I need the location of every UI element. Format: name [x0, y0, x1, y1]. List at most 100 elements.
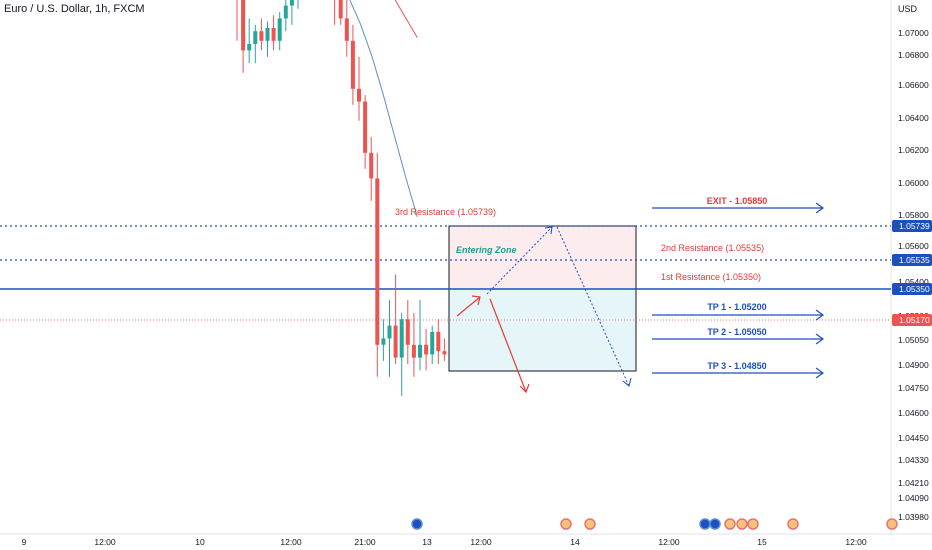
tp2-arrowhead — [815, 333, 825, 345]
entry-arrow — [456, 296, 481, 317]
price-tick-label: 1.06200 — [898, 145, 929, 155]
moving-average-fast — [349, 0, 418, 217]
exit-target[interactable]: EXIT - 1.05850 — [652, 196, 825, 214]
candle-body — [436, 332, 441, 352]
current-tag-text: 1.05170 — [899, 315, 930, 325]
exit-label: EXIT - 1.05850 — [707, 196, 768, 206]
r2-price-tag: 1.05535 — [892, 254, 932, 266]
time-tick-label: 13 — [422, 537, 432, 547]
price-tick-label: 1.05800 — [898, 210, 929, 220]
bull-path-up — [486, 226, 553, 295]
event-flag-icon[interactable] — [584, 518, 596, 530]
r2-tag-bg — [892, 254, 932, 266]
time-tick-label: 12:00 — [470, 537, 492, 547]
tp1-label: TP 1 - 1.05200 — [707, 302, 766, 312]
target-zone-box[interactable] — [448, 288, 637, 372]
candle-body — [265, 28, 270, 41]
tp1-target[interactable]: TP 1 - 1.05200 — [652, 302, 825, 321]
candle-body — [241, 0, 246, 51]
time-tick-label: 9 — [22, 537, 27, 547]
r1-tag-bg — [892, 283, 932, 295]
price-axis-currency: USD — [898, 4, 918, 14]
price-tick-label: 1.06400 — [898, 113, 929, 123]
price-tick-label: 1.03980 — [898, 512, 929, 522]
event-flag-icon[interactable] — [411, 518, 423, 530]
r3-tag-text: 1.05739 — [899, 221, 930, 231]
candle-body — [259, 31, 264, 41]
event-flag-icon[interactable] — [699, 518, 711, 530]
price-tick-label: 1.07000 — [898, 28, 929, 38]
bull-path-down — [556, 226, 630, 387]
bull-path-up-head — [544, 226, 553, 235]
candle-body — [387, 325, 392, 339]
r3-price-tag: 1.05739 — [892, 220, 932, 232]
price-tick-label: 1.04330 — [898, 455, 929, 465]
bear-path-head — [519, 383, 530, 394]
time-tick-label: 12:00 — [845, 537, 867, 547]
event-flag-icon[interactable] — [709, 518, 721, 530]
chart-title: Euro / U.S. Dollar, 1h, FXCM — [4, 3, 145, 15]
candle-body — [253, 31, 258, 44]
time-tick-label: 12:00 — [94, 537, 116, 547]
candle-body — [381, 338, 386, 345]
price-tick-label: 1.04600 — [898, 408, 929, 418]
r1-tag-text: 1.05350 — [899, 284, 930, 294]
time-tick-label: 21:00 — [354, 537, 376, 547]
candle-body — [277, 18, 282, 41]
r1-price-tag: 1.05350 — [892, 283, 932, 295]
candle-body — [399, 319, 404, 358]
candle-body — [442, 351, 447, 355]
event-flag-icon[interactable] — [724, 518, 736, 530]
price-tick-label: 1.06600 — [898, 80, 929, 90]
entering-zone-box[interactable] — [448, 225, 637, 290]
price-tick-label: 1.04900 — [898, 360, 929, 370]
bear-path — [489, 298, 527, 393]
candle-body — [247, 44, 252, 51]
time-tick-label: 14 — [570, 537, 580, 547]
price-axis[interactable]: USD 1.07000 1.06800 1.06600 1.06400 1.06200 1… — [898, 4, 929, 522]
event-flag-icon[interactable] — [787, 518, 799, 530]
tp2-label: TP 2 - 1.05050 — [707, 327, 766, 337]
event-flag-icon[interactable] — [736, 518, 748, 530]
candle-body — [430, 332, 435, 355]
candlestick-series — [236, 0, 447, 396]
tp3-target[interactable]: TP 3 - 1.04850 — [652, 361, 825, 379]
candle-body — [375, 178, 380, 345]
time-tick-label: 10 — [195, 537, 205, 547]
event-flag-icon[interactable] — [886, 518, 898, 530]
candle-body — [271, 28, 276, 41]
price-tick-label: 1.04750 — [898, 383, 929, 393]
price-tick-label: 1.04090 — [898, 493, 929, 503]
price-tick-label: 1.05400 — [898, 277, 929, 287]
second-resistance-label: 2nd Resistance (1.05535) — [661, 243, 764, 253]
economic-event-markers[interactable] — [411, 518, 898, 530]
entry-arrowhead — [471, 295, 481, 306]
price-tick-label: 1.04210 — [898, 478, 929, 488]
candle-body — [338, 0, 343, 19]
candle-body — [369, 152, 374, 179]
candle-body — [283, 5, 288, 19]
entering-zone-label: Entering Zone — [456, 245, 517, 255]
candle-body — [405, 319, 410, 345]
time-axis[interactable]: 9 12:00 10 12:00 21:00 13 12:00 14 12:00 15 12:00 — [22, 537, 867, 547]
time-tick-label: 12:00 — [280, 537, 302, 547]
time-tick-label: 15 — [757, 537, 767, 547]
tp2-target[interactable]: TP 2 - 1.05050 — [652, 327, 825, 345]
candle-body — [418, 344, 422, 358]
candle-body — [357, 88, 361, 102]
price-tick-label: 1.04450 — [898, 433, 929, 443]
event-flag-icon[interactable] — [560, 518, 572, 530]
scenario-arrows[interactable] — [456, 226, 632, 394]
tp3-arrowhead — [815, 367, 825, 379]
event-flag-icon[interactable] — [747, 518, 759, 530]
price-tick-label: 1.05600 — [898, 241, 929, 251]
candle-body — [350, 40, 355, 89]
candle-body — [344, 18, 349, 41]
price-tick-label: 1.05050 — [898, 335, 929, 345]
price-tick-label: 1.06000 — [898, 178, 929, 188]
r2-tag-text: 1.05535 — [899, 255, 930, 265]
candle-body — [411, 344, 416, 358]
current-tag-bg — [892, 314, 932, 326]
third-resistance-label: 3rd Resistance (1.05739) — [395, 207, 496, 217]
